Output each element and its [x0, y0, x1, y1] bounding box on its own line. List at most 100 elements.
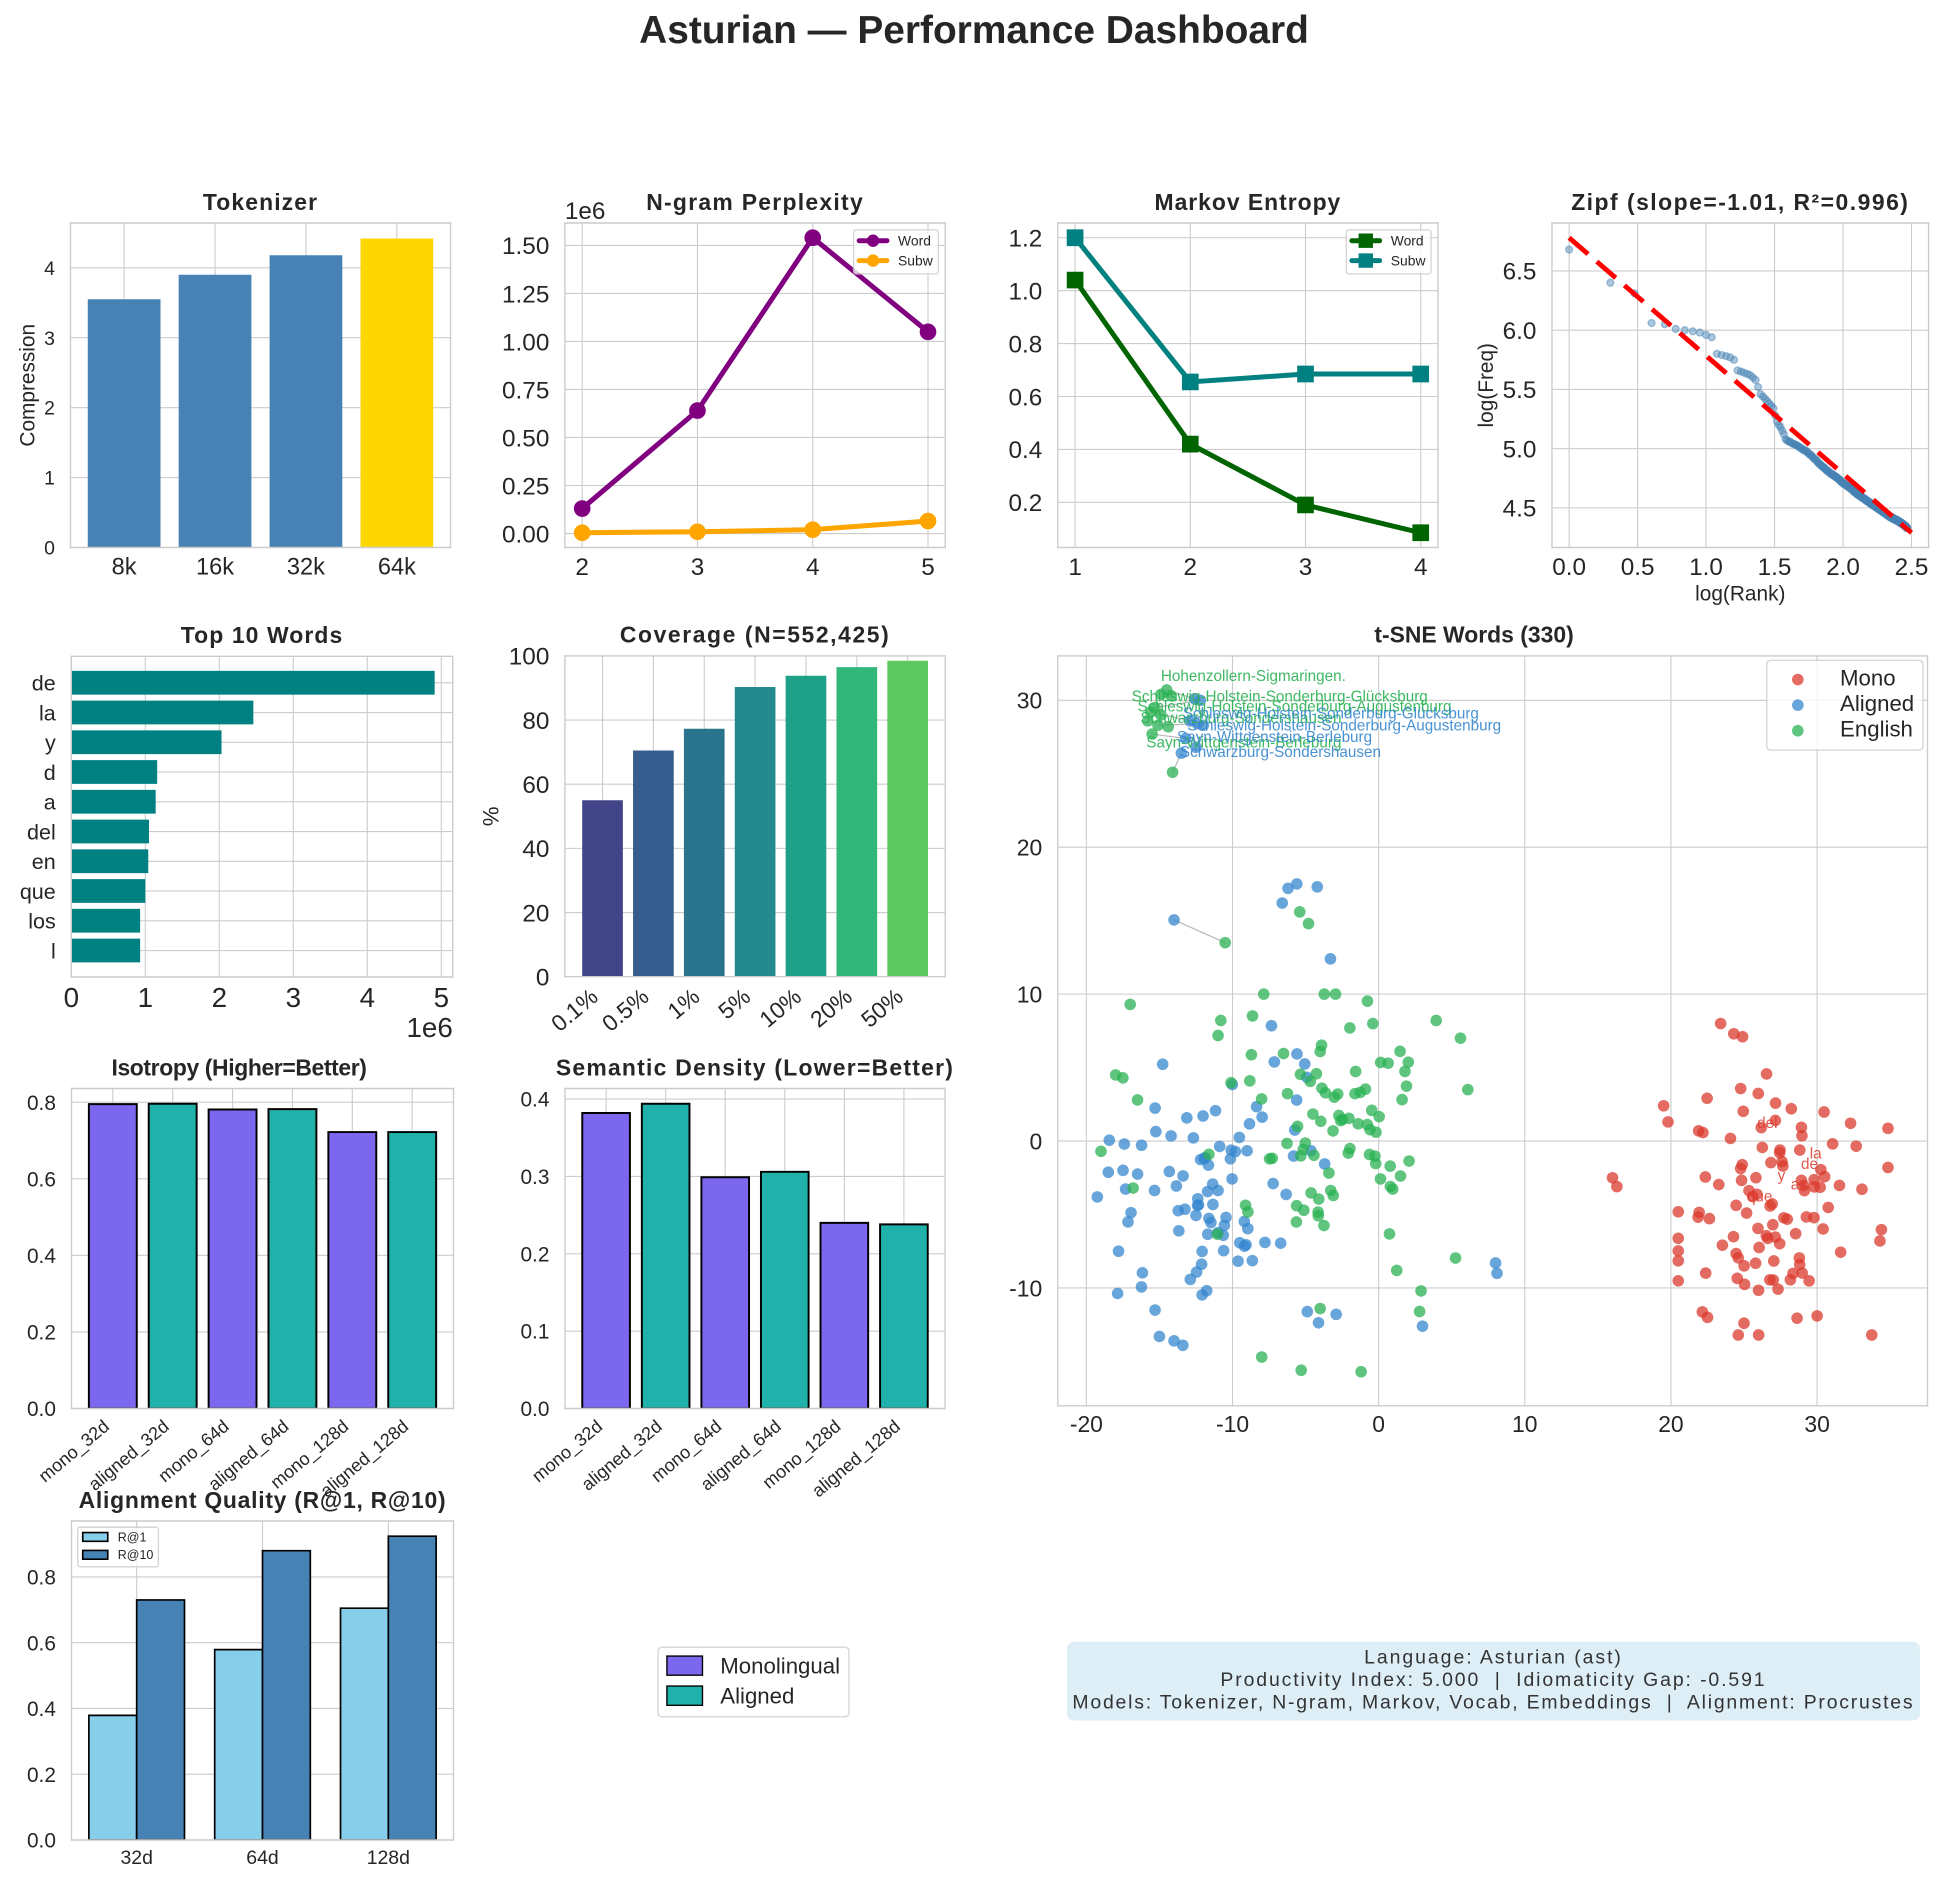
svg-text:0.8: 0.8	[27, 1092, 56, 1115]
svg-text:4: 4	[1414, 554, 1428, 581]
svg-text:0.0: 0.0	[1552, 554, 1586, 581]
svg-text:en: en	[32, 850, 56, 874]
svg-text:d: d	[44, 761, 56, 785]
svg-text:80: 80	[522, 708, 549, 735]
svg-text:5.0: 5.0	[1503, 436, 1537, 463]
svg-text:1e6: 1e6	[565, 198, 606, 225]
svg-text:128d: 128d	[367, 1847, 410, 1869]
svg-text:Sayn-Wittgenstein-Berleburg: Sayn-Wittgenstein-Berleburg	[1177, 729, 1372, 746]
svg-text:20: 20	[1017, 834, 1042, 860]
svg-text:R@10: R@10	[118, 1548, 154, 1562]
svg-text:3: 3	[691, 554, 705, 581]
svg-text:3: 3	[44, 328, 55, 350]
svg-text:de: de	[32, 672, 56, 696]
svg-text:0.2: 0.2	[520, 1243, 549, 1266]
svg-text:Coverage (N=552,425): Coverage (N=552,425)	[620, 622, 890, 648]
svg-text:t-SNE Words (330): t-SNE Words (330)	[1374, 622, 1573, 648]
svg-text:2: 2	[575, 554, 589, 581]
svg-text:1.25: 1.25	[502, 281, 549, 308]
svg-text:N-gram Perplexity: N-gram Perplexity	[646, 189, 864, 215]
svg-text:que: que	[20, 880, 56, 904]
svg-text:2: 2	[44, 398, 55, 420]
svg-text:0.4: 0.4	[27, 1245, 56, 1268]
svg-text:los: los	[28, 910, 56, 934]
svg-text:2.0: 2.0	[1826, 554, 1860, 581]
svg-text:0: 0	[1372, 1411, 1385, 1437]
svg-text:la: la	[39, 701, 56, 725]
svg-text:-10: -10	[1216, 1411, 1249, 1437]
svg-text:0.25: 0.25	[502, 473, 549, 500]
svg-text:Zipf (slope=-1.01, R²=0.996): Zipf (slope=-1.01, R²=0.996)	[1571, 189, 1909, 215]
svg-text:4: 4	[44, 258, 55, 280]
svg-text:6.5: 6.5	[1503, 259, 1537, 286]
svg-text:30: 30	[1804, 1411, 1829, 1437]
svg-text:l: l	[51, 939, 56, 963]
svg-text:Models: Tokenizer, N-gram, Mar: Models: Tokenizer, N-gram, Markov, Vocab…	[1072, 1691, 1914, 1713]
svg-text:0.4: 0.4	[1008, 437, 1042, 464]
svg-text:y: y	[45, 731, 56, 755]
svg-text:1: 1	[138, 982, 153, 1013]
svg-text:2: 2	[212, 982, 227, 1013]
svg-text:64k: 64k	[378, 554, 416, 580]
svg-text:log(Rank): log(Rank)	[1695, 583, 1785, 606]
svg-text:0.6: 0.6	[27, 1168, 56, 1191]
svg-text:Sayn-Wittgenstein-Berleburg: Sayn-Wittgenstein-Berleburg	[1146, 734, 1341, 751]
svg-text:Aligned: Aligned	[720, 1683, 794, 1708]
svg-text:Mono: Mono	[1840, 665, 1896, 690]
svg-text:6.0: 6.0	[1503, 318, 1537, 345]
svg-text:5: 5	[434, 982, 449, 1013]
svg-text:Schwarzburg-Sondershausen: Schwarzburg-Sondershausen	[1140, 710, 1341, 727]
svg-text:1: 1	[1068, 554, 1082, 581]
svg-text:Isotropy (Higher=Better): Isotropy (Higher=Better)	[111, 1054, 366, 1080]
svg-text:0: 0	[1029, 1128, 1042, 1154]
svg-text:64d: 64d	[246, 1847, 278, 1869]
svg-text:0.2: 0.2	[27, 1764, 56, 1787]
svg-text:Schleswig-Holstein-Sonderburg-: Schleswig-Holstein-Sonderburg-Glücksburg	[1183, 706, 1479, 723]
svg-text:Schleswig-Holstein-Sonderburg-: Schleswig-Holstein-Sonderburg-Augustenbu…	[1138, 698, 1452, 715]
svg-text:Markov Entropy: Markov Entropy	[1155, 189, 1342, 215]
svg-text:la: la	[1810, 1146, 1822, 1163]
svg-text:40: 40	[522, 836, 549, 863]
svg-text:1e6: 1e6	[406, 1012, 452, 1043]
svg-text:1.50: 1.50	[502, 233, 549, 260]
svg-text:a: a	[1791, 1177, 1800, 1194]
svg-text:y: y	[1778, 1168, 1786, 1185]
svg-text:0.5: 0.5	[1621, 554, 1655, 581]
svg-text:Asturian — Performance Dashboa: Asturian — Performance Dashboard	[639, 9, 1309, 52]
svg-text:Top 10 Words: Top 10 Words	[181, 622, 344, 648]
svg-text:Language: Asturian (ast): Language: Asturian (ast)	[1364, 1647, 1623, 1669]
svg-text:0.2: 0.2	[1008, 490, 1042, 517]
svg-text:0.0: 0.0	[520, 1398, 549, 1421]
svg-text:0.50: 0.50	[502, 425, 549, 452]
svg-text:0.4: 0.4	[520, 1089, 549, 1112]
svg-text:20: 20	[522, 900, 549, 927]
svg-text:Schwarzburg-Sondershausen: Schwarzburg-Sondershausen	[1180, 744, 1381, 761]
svg-text:1.5: 1.5	[1758, 554, 1792, 581]
svg-text:0.4: 0.4	[27, 1698, 56, 1721]
svg-text:Tokenizer: Tokenizer	[203, 189, 318, 215]
svg-text:1.0: 1.0	[1689, 554, 1723, 581]
svg-text:0.1: 0.1	[520, 1321, 549, 1344]
svg-text:de: de	[1801, 1156, 1818, 1173]
svg-text:0.00: 0.00	[502, 521, 549, 548]
svg-text:4: 4	[360, 982, 375, 1013]
svg-text:2: 2	[1184, 554, 1198, 581]
svg-text:0.3: 0.3	[520, 1166, 549, 1189]
svg-text:0: 0	[536, 965, 550, 992]
svg-text:Hohenzollern-Sigmaringen.: Hohenzollern-Sigmaringen.	[1161, 668, 1346, 685]
svg-text:Aligned: Aligned	[1840, 691, 1914, 716]
svg-text:0.8: 0.8	[1008, 331, 1042, 358]
svg-text:10: 10	[1512, 1411, 1537, 1437]
svg-text:0: 0	[64, 982, 79, 1013]
svg-text:30: 30	[1017, 688, 1042, 714]
svg-text:Subw: Subw	[1391, 252, 1427, 268]
svg-text:-10: -10	[1009, 1275, 1042, 1301]
svg-text:Subw: Subw	[898, 252, 934, 268]
svg-text:log(Freq): log(Freq)	[1475, 343, 1498, 427]
svg-text:0.8: 0.8	[27, 1567, 56, 1590]
svg-text:5: 5	[921, 554, 935, 581]
svg-text:3: 3	[1299, 554, 1313, 581]
svg-text:0.6: 0.6	[27, 1632, 56, 1655]
svg-text:del: del	[27, 820, 56, 844]
svg-text:a: a	[44, 791, 56, 815]
